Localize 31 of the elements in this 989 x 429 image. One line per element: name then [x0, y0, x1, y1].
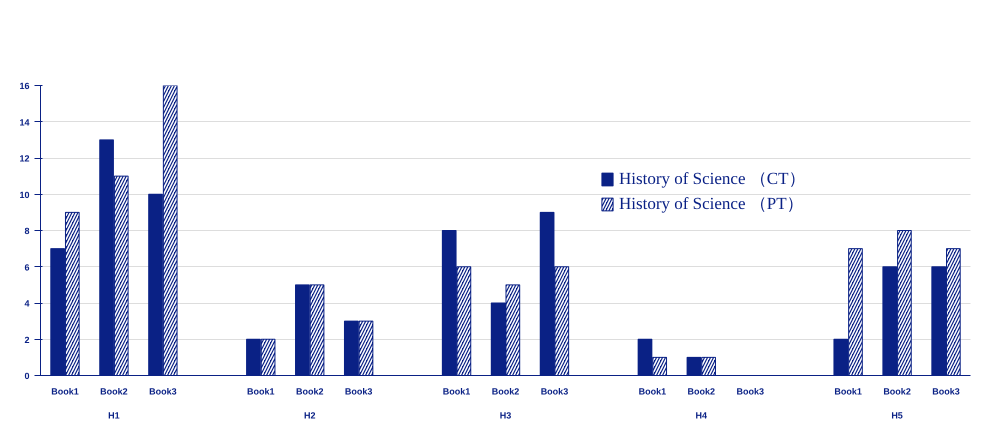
x-tick-label: Book2 — [492, 386, 520, 396]
x-tick-label: Book3 — [736, 386, 764, 396]
y-tick-label: 12 — [19, 154, 30, 164]
x-tick-label: Book3 — [932, 386, 960, 396]
x-tick-label: Book2 — [296, 386, 324, 396]
x-tick-label: Book1 — [638, 386, 666, 396]
y-tick-label: 16 — [19, 81, 30, 91]
text: H4 — [696, 410, 708, 420]
y-tick-label: 8 — [24, 226, 30, 236]
x-tick-label: Book3 — [540, 386, 568, 396]
y-tick-label: 6 — [24, 262, 30, 272]
text: H3 — [500, 410, 512, 420]
legend-label: History of Science （PT） — [619, 193, 804, 215]
text: H2 — [304, 410, 316, 420]
y-tick-label: 0 — [24, 371, 30, 381]
y-tick-label: 4 — [24, 298, 30, 308]
x-tick-label: Book1 — [51, 386, 79, 396]
text: H1 — [108, 410, 120, 420]
x-tick-label: Book2 — [100, 386, 128, 396]
x-tick-label: Book1 — [442, 386, 470, 396]
x-tick-label: Book3 — [149, 386, 177, 396]
legend-label: History of Science （CT） — [619, 168, 806, 190]
y-tick-label: 2 — [24, 334, 30, 345]
text: H5 — [891, 410, 903, 420]
x-tick-label: Book2 — [688, 386, 716, 396]
x-tick-label: Book1 — [247, 386, 275, 396]
x-tick-label: Book3 — [344, 386, 372, 396]
y-tick-label: 10 — [19, 190, 30, 200]
x-tick-label: Book1 — [834, 386, 862, 396]
y-tick-label: 14 — [19, 117, 30, 128]
x-tick-label: Book2 — [883, 386, 911, 396]
